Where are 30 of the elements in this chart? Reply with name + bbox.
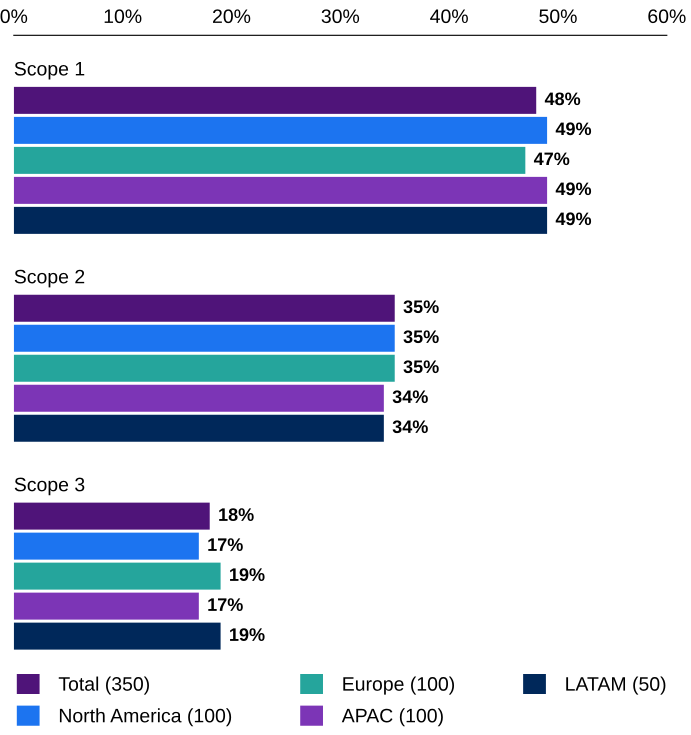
text: 48%: [544, 92, 580, 106]
text: 35%: [403, 360, 439, 374]
text: 17%: [208, 538, 243, 551]
x-tick-label: 50%: [539, 9, 577, 24]
legend-label: Europe (100): [343, 676, 454, 695]
x-tick-label: 40%: [430, 9, 468, 24]
text: 49%: [556, 212, 592, 226]
y-tick-label: Scope 1: [14, 62, 84, 80]
text: 35%: [403, 300, 439, 314]
x-tick-label: 10%: [104, 9, 142, 24]
legend-label: LATAM (50): [566, 676, 666, 695]
x-tick-label: 30%: [322, 9, 360, 24]
legend-label: Total (350): [58, 676, 149, 695]
text: 49%: [556, 122, 592, 136]
text: 17%: [208, 598, 243, 611]
text: 34%: [392, 420, 428, 434]
text: 19%: [230, 628, 265, 641]
text: 34%: [392, 390, 428, 404]
text: 18%: [219, 508, 254, 522]
x-tick-label: 60%: [648, 9, 686, 24]
text: 49%: [556, 182, 592, 196]
legend-label: North America (100): [60, 708, 232, 726]
text: 35%: [403, 330, 439, 344]
text: 47%: [534, 152, 570, 166]
legend-label: APAC (100): [342, 708, 443, 726]
y-tick-label: Scope 3: [14, 478, 84, 496]
x-tick-label: 20%: [213, 9, 250, 24]
x-tick-label: 0%: [0, 9, 28, 24]
y-tick-label: Scope 2: [14, 270, 84, 288]
text: 19%: [230, 568, 265, 581]
